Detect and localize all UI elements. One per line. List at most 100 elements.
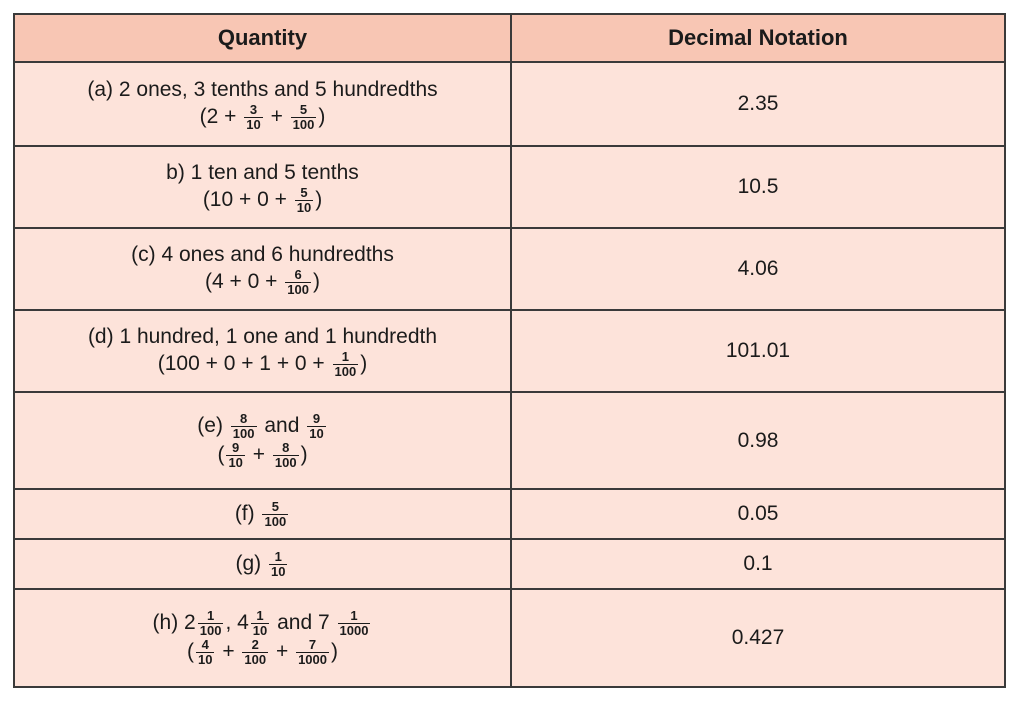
quantity-cell: (f) 5 100 — [15, 490, 512, 538]
quantity-cell: (d) 1 hundred, 1 one and 1 hundredth (10… — [15, 311, 512, 391]
header-quantity: Quantity — [217, 25, 308, 50]
table-row: b) 1 ten and 5 tenths (10 + 0 + 5 10) 10.… — [15, 147, 1004, 229]
denominator: 10 — [269, 563, 288, 579]
expansion-open: (4 + 0 + — [205, 269, 278, 293]
fraction: 1 100 — [332, 348, 359, 379]
decimal-cell: 101.01 — [512, 311, 1004, 391]
table-row: (c) 4 ones and 6 hundredths (4 + 0 + 6 10… — [15, 229, 1004, 311]
table-header-row: Quantity Decimal Notation — [15, 15, 1004, 63]
decimal-value: 10.5 — [737, 175, 779, 198]
denominator: 10 — [196, 652, 215, 667]
fraction: 1 10 — [269, 548, 288, 579]
table-row: (e) 8 100 and 9 10 (9 10 + 8 100) 0.98 — [15, 393, 1004, 490]
numerator: 9 — [312, 410, 321, 426]
denominator: 10 — [294, 199, 314, 215]
table-row: (h) 2 1 100, 4 1 10 and 7 1 1000 (4 10 + 2 100 … — [15, 590, 1004, 686]
quantity-cell: (e) 8 100 and 9 10 (9 10 + 8 100) — [15, 393, 512, 488]
expansion-open: ( — [187, 640, 194, 664]
decimal-value: 0.1 — [743, 552, 773, 575]
fraction: 6 100 — [285, 266, 311, 297]
header-decimal-notation: Decimal Notation — [668, 25, 848, 50]
label-connector: and 7 — [277, 611, 330, 635]
fraction: 1 1000 — [337, 608, 371, 638]
fraction: 8 100 — [230, 411, 257, 441]
denominator: 100 — [285, 281, 311, 297]
numerator: 1 — [341, 348, 350, 364]
expansion-open: (10 + 0 + — [202, 187, 287, 211]
numerator: 8 — [282, 439, 290, 455]
decimal-cell: 0.05 — [512, 490, 1004, 538]
decimal-cell: 4.06 — [512, 229, 1004, 309]
denominator: 100 — [332, 363, 359, 379]
plus-sign: + — [270, 104, 283, 128]
expansion-open: (2 + — [199, 104, 237, 128]
expansion-close: ) — [300, 442, 308, 466]
quantity-label: (d) 1 hundred, 1 one and 1 hundredth — [87, 324, 438, 348]
denominator: 1000 — [296, 652, 329, 667]
denominator: 100 — [290, 116, 317, 132]
fraction: 7 1000 — [296, 638, 329, 667]
expansion-open: ( — [217, 442, 225, 466]
quantity-label: (e) 8 100 and 9 10 — [197, 410, 327, 441]
denominator: 100 — [242, 652, 269, 667]
decimal-value: 2.35 — [737, 92, 779, 115]
denominator: 10 — [250, 623, 270, 638]
label-connector: and — [264, 413, 300, 437]
numerator: 4 — [201, 637, 209, 652]
quantity-cell: (g) 1 10 — [15, 540, 512, 588]
decimal-cell: 0.1 — [512, 540, 1004, 588]
plus-sign: + — [252, 442, 266, 466]
plus-sign: + — [222, 640, 235, 664]
table-row: (g) 1 10 0.1 — [15, 540, 1004, 590]
numerator: 9 — [232, 439, 240, 455]
quantity-expansion: (100 + 0 + 1 + 0 + 1 100) — [157, 348, 368, 379]
fraction: 5 100 — [262, 498, 289, 529]
denominator: 100 — [272, 454, 299, 470]
decimal-notation-table: Quantity Decimal Notation (a) 2 ones, 3 … — [13, 13, 1006, 688]
quantity-label: (h) 2 1 100, 4 1 10 and 7 1 1000 — [153, 609, 373, 638]
denominator: 100 — [197, 623, 224, 638]
denominator: 1000 — [337, 623, 371, 638]
quantity-expansion: (4 + 0 + 6 100) — [205, 266, 320, 297]
numerator: 3 — [249, 101, 258, 117]
quantity-expansion: (10 + 0 + 5 10) — [202, 184, 323, 215]
expansion-close: ) — [315, 187, 323, 211]
fraction: 2 100 — [242, 637, 269, 667]
quantity-cell: (a) 2 ones, 3 tenths and 5 hundredths (2… — [15, 63, 512, 145]
fraction: 4 10 — [196, 637, 215, 667]
decimal-value: 0.98 — [737, 428, 779, 452]
denominator: 10 — [244, 116, 263, 132]
decimal-value: 4.06 — [737, 257, 779, 280]
quantity-label: (f) 5 100 — [235, 498, 290, 529]
numerator: 2 — [251, 637, 259, 652]
fraction: 1 100 — [197, 608, 224, 638]
expansion-open: (100 + 0 + 1 + 0 + — [157, 351, 325, 375]
numerator: 1 — [350, 608, 358, 623]
decimal-cell: 0.427 — [512, 590, 1004, 686]
denominator: 100 — [230, 425, 257, 441]
expansion-close: ) — [318, 104, 326, 128]
label-prefix: (g) — [235, 551, 262, 575]
expansion-close: ) — [312, 269, 320, 293]
fraction: 9 10 — [226, 439, 245, 470]
quantity-cell: (h) 2 1 100, 4 1 10 and 7 1 1000 (4 10 + 2 100 … — [15, 590, 512, 686]
numerator: 6 — [294, 266, 302, 282]
quantity-cell: (c) 4 ones and 6 hundredths (4 + 0 + 6 10… — [15, 229, 512, 309]
table-row: (d) 1 hundred, 1 one and 1 hundredth (10… — [15, 311, 1004, 393]
header-decimal-cell: Decimal Notation — [512, 15, 1004, 61]
denominator: 100 — [262, 513, 289, 529]
numerator: 5 — [300, 184, 308, 200]
quantity-expansion: (4 10 + 2 100 + 7 1000) — [187, 638, 338, 667]
fraction: 5 10 — [294, 184, 314, 215]
quantity-expansion: (2 + 3 10 + 5 100) — [199, 101, 326, 132]
quantity-label: (c) 4 ones and 6 hundredths — [131, 242, 394, 266]
label-prefix: (e) — [197, 413, 223, 437]
decimal-cell: 10.5 — [512, 147, 1004, 227]
denominator: 10 — [307, 425, 326, 441]
numerator: 1 — [274, 548, 282, 564]
label-separator: , 4 — [225, 611, 249, 635]
quantity-label: (g) 1 10 — [235, 548, 290, 579]
label-prefix: (h) 2 — [152, 611, 196, 635]
numerator: 5 — [271, 498, 279, 514]
numerator: 1 — [206, 608, 215, 623]
